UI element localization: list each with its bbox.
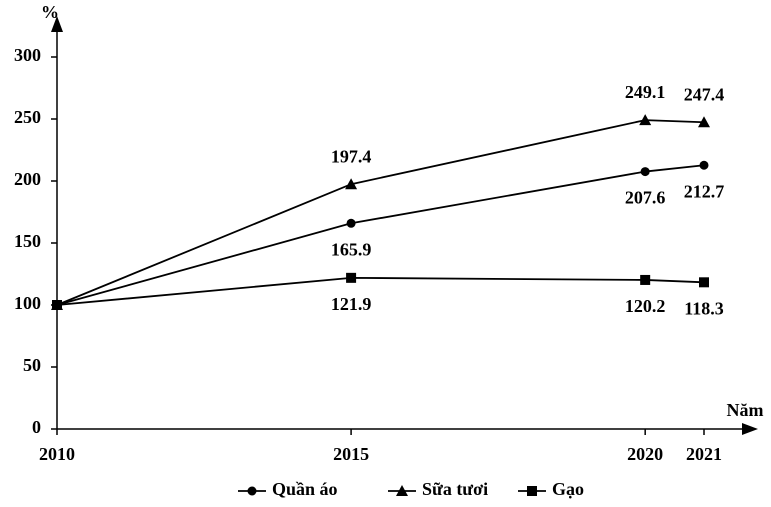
marker bbox=[396, 485, 408, 496]
x-tick-label: 2015 bbox=[333, 444, 369, 464]
marker bbox=[640, 274, 651, 285]
line bbox=[56, 119, 705, 306]
data-label: 120.2 bbox=[625, 296, 666, 316]
marker bbox=[699, 160, 709, 170]
line bbox=[56, 164, 705, 306]
y-tick-label: 200 bbox=[14, 169, 41, 189]
y-axis-label: % bbox=[41, 2, 59, 22]
y-tick-label: 50 bbox=[23, 355, 41, 375]
marker bbox=[640, 167, 650, 177]
marker bbox=[345, 178, 358, 190]
x-axis-label: Năm bbox=[727, 400, 764, 420]
legend-label: Gạo bbox=[552, 479, 584, 499]
marker bbox=[346, 218, 356, 228]
marker bbox=[52, 300, 62, 310]
y-tick-label: 100 bbox=[14, 293, 41, 313]
y-tick-label: 0 bbox=[32, 417, 41, 437]
marker bbox=[698, 116, 710, 128]
x-tick-label: 2020 bbox=[627, 444, 663, 464]
y-axis-arrow bbox=[51, 16, 63, 32]
data-label: 197.4 bbox=[331, 146, 372, 166]
x-tick-label: 2021 bbox=[686, 444, 722, 464]
data-label: 121.9 bbox=[331, 294, 372, 314]
x-tick-label: 2010 bbox=[39, 444, 75, 464]
y-tick-label: 250 bbox=[14, 107, 41, 127]
marker bbox=[247, 486, 257, 496]
y-tick-label: 300 bbox=[14, 45, 41, 65]
marker bbox=[699, 277, 709, 288]
line bbox=[56, 276, 705, 306]
legend-label: Sữa tươi bbox=[422, 479, 488, 499]
data-label: 207.6 bbox=[625, 188, 666, 208]
data-label: 212.7 bbox=[684, 181, 725, 201]
data-label: 247.4 bbox=[684, 84, 725, 104]
x-axis-arrow bbox=[742, 423, 758, 435]
data-label: 249.1 bbox=[625, 82, 666, 102]
data-label: 118.3 bbox=[684, 298, 724, 318]
marker bbox=[346, 272, 357, 283]
marker bbox=[639, 114, 652, 126]
legend-label: Quần áo bbox=[272, 479, 338, 499]
data-label: 165.9 bbox=[331, 239, 372, 259]
marker bbox=[527, 486, 537, 496]
y-tick-label: 150 bbox=[14, 231, 41, 251]
